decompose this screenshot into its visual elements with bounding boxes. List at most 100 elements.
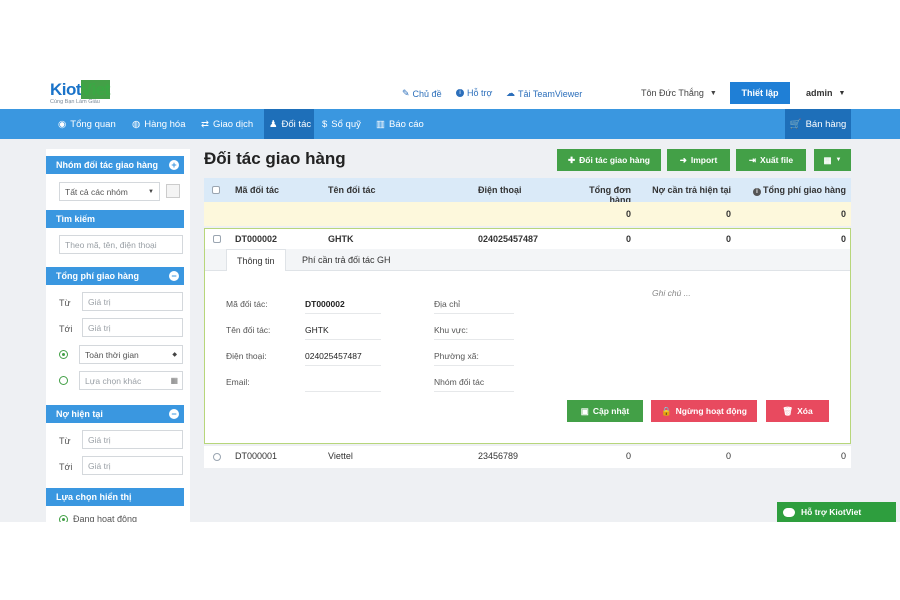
fee-from-input[interactable]: Giá trị [82, 292, 183, 311]
search-header: Tìm kiếm [46, 210, 184, 228]
tab-fees[interactable]: Phí cần trả đối tác GH [302, 255, 391, 265]
sum-fee: 0 [840, 209, 846, 219]
col-fee[interactable]: i Tổng phí giao hàng [749, 185, 846, 196]
caret-down-icon: ▼ [838, 89, 846, 97]
label-email: Email: [226, 377, 250, 387]
add-partner-button[interactable]: ✚ Đối tác giao hàng [557, 149, 661, 171]
debt-to-input[interactable]: Giá trị [82, 456, 183, 475]
label-group: Nhóm đối tác [434, 377, 485, 387]
export-icon: ⇥ [748, 154, 757, 165]
debt-from-label: Từ [59, 436, 71, 446]
search-input[interactable]: Theo mã, tên, điện thoại [59, 235, 183, 254]
select-all-checkbox[interactable] [212, 186, 220, 194]
label-phone: Điện thoại: [226, 351, 267, 361]
column-toggle-button[interactable]: ▦ ▼ [814, 149, 851, 171]
filter-sidebar: Nhóm đối tác giao hàng + Tất cả các nhóm ▼… [46, 149, 190, 522]
brand-logo[interactable]: KiotViet Cùng Bạn Làm Giàu [50, 80, 110, 105]
fee-filter-header[interactable]: Tổng phí giao hàng − [46, 267, 184, 285]
fee-to-input[interactable]: Giá trị [82, 318, 183, 337]
admin-menu[interactable]: admin ▼ [806, 88, 846, 98]
row-checkbox[interactable] [213, 235, 221, 243]
nav-products[interactable]: ◍ Hàng hóa [132, 118, 186, 130]
cloud-download-icon: ☁ [506, 88, 515, 98]
update-button[interactable]: ▣ Cập nhật [567, 400, 643, 422]
row-phone: 024025457487 [478, 234, 539, 244]
detail-tabbar [205, 249, 850, 271]
brand-name-b: Viet [81, 80, 110, 99]
row-code[interactable]: DT000001 [235, 451, 278, 461]
row-checkbox[interactable] [213, 453, 221, 461]
support-chat-button[interactable]: Hỗ trợ KiotViet [777, 502, 896, 522]
divider [305, 365, 381, 366]
edit-group-icon[interactable] [166, 184, 180, 198]
cart-icon: 🛒 [789, 118, 802, 130]
row-name: Viettel [328, 451, 353, 461]
grid-icon: ▦ [823, 154, 832, 165]
nav-cashbook[interactable]: $ Sổ quỹ [322, 118, 361, 130]
sum-orders: 0 [625, 209, 631, 219]
info-icon: i [753, 188, 761, 196]
divider [305, 339, 381, 340]
fee-from-label: Từ [59, 298, 71, 308]
caret-down-icon: ▼ [835, 157, 842, 163]
debt-filter-header[interactable]: Nợ hiện tại − [46, 405, 184, 423]
table-row[interactable]: DT000001 Viettel 23456789 0 0 0 [204, 446, 851, 468]
user-menu[interactable]: Tôn Đức Thắng ▼ [641, 88, 717, 98]
help-link[interactable]: i Hỗ trợ [456, 88, 492, 98]
time-all-radio[interactable] [59, 350, 68, 359]
col-code[interactable]: Mã đối tác [235, 185, 280, 195]
value-code: DT000002 [305, 299, 345, 309]
table-header: Mã đối tác Tên đối tác Điện thoại Tổng đ… [204, 178, 851, 205]
expanded-row-detail: DT000002 GHTK 024025457487 0 0 0 Thông t… [204, 228, 851, 444]
value-name: GHTK [305, 325, 329, 335]
time-other-radio[interactable] [59, 376, 68, 385]
cube-icon: ◍ [132, 118, 141, 130]
import-button[interactable]: ➜ Import [667, 149, 730, 171]
deactivate-button[interactable]: 🔒 Ngừng hoạt động [651, 400, 757, 422]
col-name[interactable]: Tên đối tác [328, 185, 376, 195]
settings-button[interactable]: Thiết lập [730, 82, 790, 104]
page-title: Đối tác giao hàng [204, 149, 346, 168]
time-other-input[interactable]: Lựa chọn khác ▦ [79, 371, 183, 390]
trash-icon: 🗑 [782, 405, 794, 416]
nav-transactions[interactable]: ⇄ Giao dịch [201, 118, 254, 130]
teamviewer-link[interactable]: ☁ Tải TeamViewer [506, 88, 583, 99]
note-input[interactable]: Ghi chú ... [652, 288, 691, 298]
label-name: Tên đối tác: [226, 325, 271, 335]
active-status-radio[interactable] [59, 515, 68, 522]
active-status-label: Đang hoạt động [73, 514, 138, 522]
debt-from-input[interactable]: Giá trị [82, 430, 183, 449]
time-all-select[interactable]: Toàn thời gian ◆ [79, 345, 183, 364]
theme-link[interactable]: ✎ Chủ đề [402, 88, 442, 99]
fee-to-label: Tới [59, 324, 73, 334]
divider [434, 365, 514, 366]
divider [434, 391, 514, 392]
summary-row: 0 0 0 [204, 202, 851, 226]
group-filter-header[interactable]: Nhóm đối tác giao hàng + [46, 156, 184, 174]
export-button[interactable]: ⇥ Xuất file [736, 149, 806, 171]
col-orders[interactable]: Tổng đơn hàng [589, 185, 631, 205]
app-frame: KiotViet Cùng Bạn Làm Giàu ✎ Chủ đề i Hỗ t… [0, 78, 900, 522]
sell-button[interactable]: 🛒 Bán hàng [785, 109, 851, 139]
brand-name-a: Kiot [50, 80, 82, 99]
calendar-icon: ▦ [170, 376, 178, 385]
brush-icon: ✎ [402, 88, 410, 98]
caret-down-icon: ▼ [709, 89, 717, 97]
import-icon: ➜ [679, 154, 687, 165]
col-debt[interactable]: Nợ cần trả hiện tại [652, 185, 731, 195]
col-phone[interactable]: Điện thoại [478, 185, 522, 195]
nav-reports[interactable]: ▥ Báo cáo [376, 118, 424, 130]
label-area: Khu vực: [434, 325, 469, 335]
group-select[interactable]: Tất cả các nhóm ▼ [59, 182, 160, 201]
label-ward: Phường xã: [434, 351, 479, 361]
tab-info[interactable]: Thông tin [226, 249, 286, 271]
info-icon: i [456, 89, 464, 97]
row-name: GHTK [328, 234, 354, 244]
delete-button[interactable]: 🗑 Xóa [766, 400, 829, 422]
person-icon: ♟ [269, 118, 278, 130]
nav-partners[interactable]: ♟ Đối tác [264, 109, 314, 139]
row-code[interactable]: DT000002 [235, 234, 278, 244]
sum-debt: 0 [725, 209, 731, 219]
divider [434, 313, 514, 314]
nav-overview[interactable]: ◉ Tổng quan [58, 118, 116, 130]
